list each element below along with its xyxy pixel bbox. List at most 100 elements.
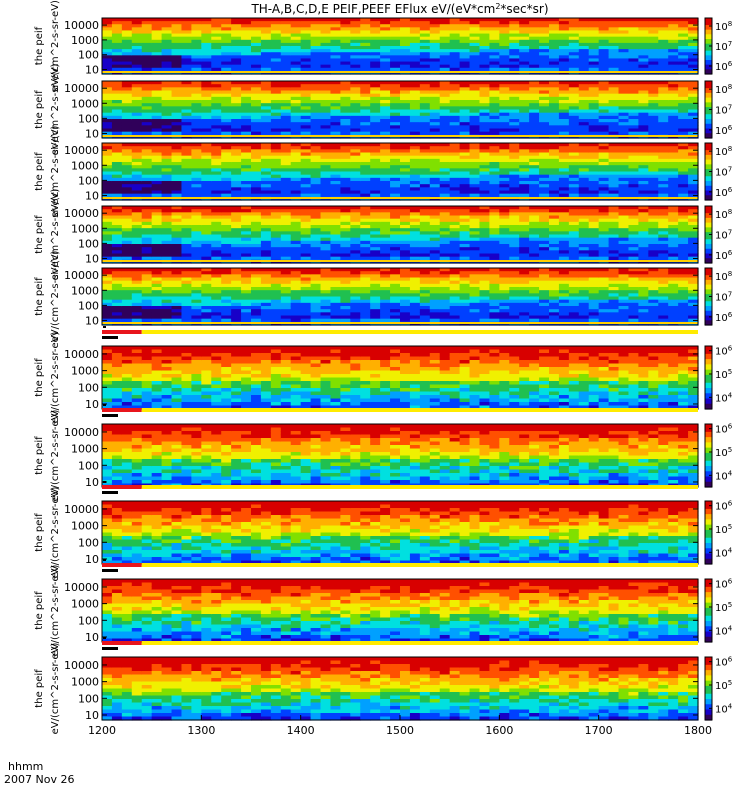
spectrogram-cell bbox=[181, 244, 192, 248]
spectrogram-cell bbox=[270, 87, 282, 92]
spectrogram-cell bbox=[648, 39, 659, 44]
spectrogram-cell bbox=[390, 256, 401, 261]
spectrogram-cell bbox=[340, 18, 351, 22]
spectrogram-cell bbox=[360, 128, 371, 133]
spectrogram-cell bbox=[340, 21, 351, 25]
spectrogram-cell bbox=[380, 250, 391, 255]
spectrogram-cell bbox=[618, 30, 630, 35]
spectrogram-cell bbox=[380, 240, 391, 245]
colorbar-cell bbox=[705, 109, 712, 113]
spectrogram-cell bbox=[400, 206, 411, 210]
spectrogram-cell bbox=[648, 171, 659, 176]
colorbar-tick-label: 106 bbox=[715, 186, 733, 199]
spectrogram-cell bbox=[111, 250, 123, 255]
spectrogram-cell bbox=[489, 109, 500, 114]
spectrogram-cell bbox=[320, 87, 332, 92]
spectrogram-cell bbox=[499, 168, 510, 173]
spectrogram-cell bbox=[419, 228, 431, 232]
spectrogram-cell bbox=[409, 174, 421, 179]
spectrogram-cell bbox=[121, 181, 133, 185]
spectrogram-cell bbox=[161, 240, 173, 245]
spectrogram-cell bbox=[608, 209, 620, 213]
spectrogram-cell bbox=[678, 46, 689, 50]
spectrogram-cell bbox=[340, 218, 351, 223]
spectrogram-cell bbox=[658, 149, 669, 154]
spectrogram-cell bbox=[181, 61, 192, 66]
spectrogram-cell bbox=[558, 112, 570, 117]
spectrogram-cell bbox=[280, 221, 292, 226]
spectrogram-cell bbox=[102, 67, 113, 72]
spectrogram-cell bbox=[668, 30, 679, 35]
spectrogram-cell bbox=[211, 64, 222, 69]
spectrogram-cell bbox=[380, 190, 391, 195]
spectrogram-cell bbox=[668, 187, 679, 192]
colorbar-cell bbox=[705, 185, 712, 189]
spectrogram-cell bbox=[628, 112, 639, 117]
spectrogram-cell bbox=[529, 184, 540, 188]
spectrogram-cell bbox=[310, 221, 322, 226]
y-tick-label: 10000 bbox=[64, 82, 99, 95]
spectrogram-cell bbox=[350, 149, 361, 154]
spectrogram-cell bbox=[151, 244, 163, 248]
spectrogram-cell bbox=[519, 81, 530, 85]
spectrogram-cell bbox=[141, 39, 153, 44]
spectrogram-cell bbox=[628, 218, 639, 223]
spectrogram-cell bbox=[350, 112, 361, 117]
spectrogram-cell bbox=[688, 87, 699, 92]
spectrogram-cell bbox=[131, 87, 143, 92]
spectrogram-cell bbox=[300, 177, 312, 182]
spectrogram-cell bbox=[111, 67, 123, 72]
spectrogram-cell bbox=[191, 206, 202, 210]
spectrogram-cell bbox=[310, 244, 322, 248]
spectrogram-cell bbox=[370, 52, 381, 56]
spectrogram-cell bbox=[231, 187, 242, 192]
spectrogram-cell bbox=[439, 36, 451, 41]
spectrogram-cell bbox=[588, 84, 600, 88]
spectrogram-cell bbox=[489, 115, 500, 120]
spectrogram-cell bbox=[509, 103, 520, 107]
spectrogram-cell bbox=[519, 27, 530, 32]
spectrogram-cell bbox=[340, 106, 351, 111]
spectrogram-cell bbox=[638, 212, 649, 217]
spectrogram-cell bbox=[111, 128, 123, 133]
spectrogram-cell bbox=[539, 128, 550, 133]
spectrogram-cell bbox=[360, 58, 371, 63]
spectrogram-cell bbox=[529, 109, 540, 114]
colorbar-cell bbox=[705, 95, 712, 99]
spectrogram-cell bbox=[489, 100, 500, 104]
spectrogram-cell bbox=[618, 181, 630, 185]
spectrogram-cell bbox=[618, 93, 630, 98]
spectrogram-cell bbox=[459, 18, 471, 22]
spectrogram-cell bbox=[360, 115, 371, 120]
spectrogram-cell bbox=[519, 67, 530, 72]
spectrogram-cell bbox=[161, 36, 173, 41]
spectrogram-cell bbox=[618, 84, 630, 88]
spectrogram-cell bbox=[141, 33, 153, 38]
spectrogram-cell bbox=[658, 122, 669, 126]
spectrogram-cell bbox=[598, 231, 610, 236]
spectrogram-cell bbox=[102, 174, 113, 179]
spectrogram-cell bbox=[151, 58, 163, 63]
spectrogram-cell bbox=[658, 119, 669, 123]
spectrogram-cell bbox=[280, 21, 292, 25]
spectrogram-cell bbox=[519, 93, 530, 98]
spectrogram-cell bbox=[558, 96, 570, 101]
spectrogram-cell bbox=[638, 244, 649, 248]
spectrogram-cell bbox=[280, 119, 292, 123]
spectrogram-cell bbox=[419, 42, 431, 47]
spectrogram-cell bbox=[558, 234, 570, 239]
spectrogram-cell bbox=[131, 158, 143, 163]
spectrogram-cell bbox=[400, 152, 411, 157]
spectrogram-cell bbox=[181, 234, 192, 239]
spectrogram-cell bbox=[171, 90, 183, 95]
spectrogram-cell bbox=[668, 119, 679, 123]
spectrogram-cell bbox=[340, 39, 351, 44]
spectrogram-cell bbox=[549, 125, 560, 130]
spectrogram-cell bbox=[211, 100, 222, 104]
spectrogram-cell bbox=[390, 240, 401, 245]
spectrogram-cell bbox=[638, 100, 649, 104]
spectrogram-cell bbox=[231, 234, 242, 239]
spectrogram-cell bbox=[260, 256, 272, 261]
spectrogram-cell bbox=[320, 61, 332, 66]
spectrogram-cell bbox=[469, 87, 481, 92]
